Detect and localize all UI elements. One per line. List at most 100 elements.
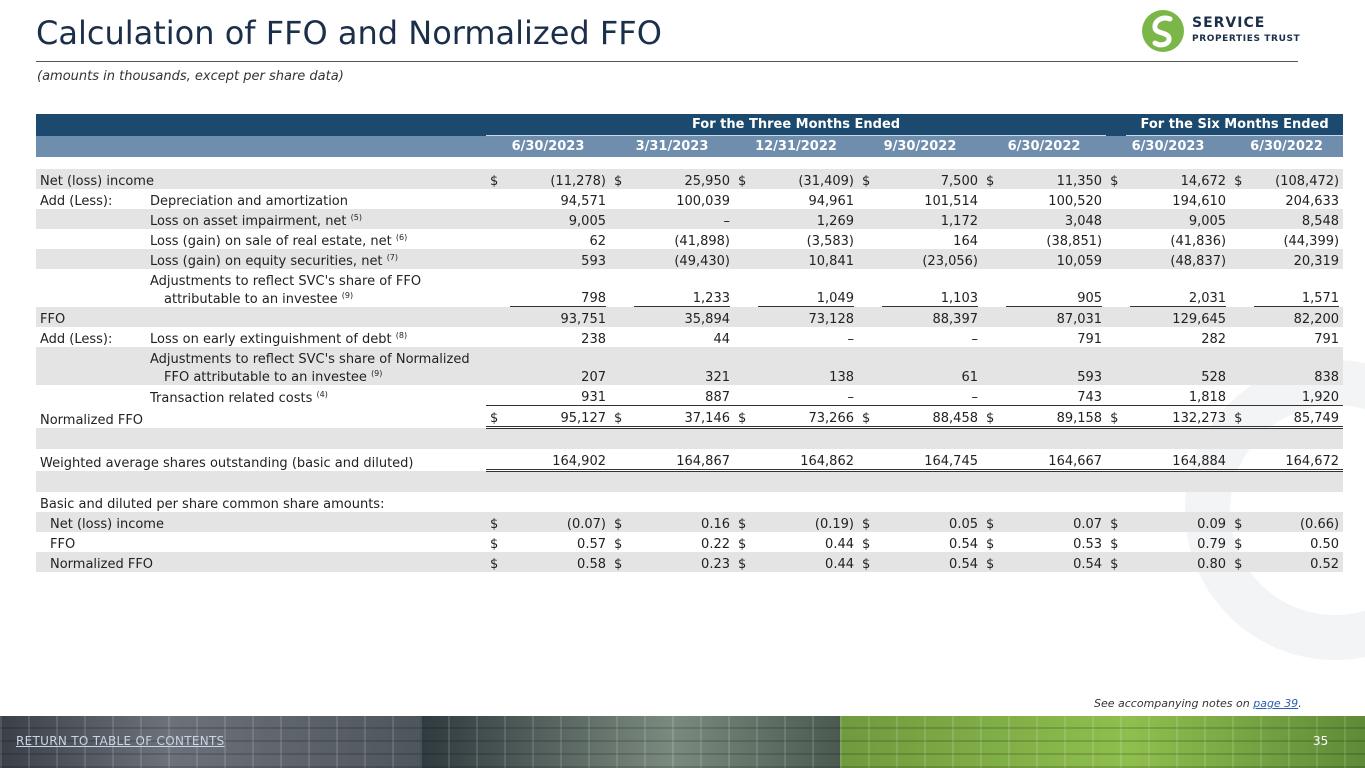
cell-value: 1,920 [1250, 385, 1344, 406]
column-header: 9/30/2022 [858, 135, 982, 157]
cell-value: 82,200 [1250, 307, 1344, 327]
cell-value: 3,048 [1002, 209, 1107, 229]
cell-value: 204,633 [1285, 194, 1340, 209]
title-divider [36, 61, 1298, 62]
cell-value: 1,103 [882, 291, 978, 307]
cell-value: 9,005 [506, 209, 610, 229]
table-row: Add (Less): Depreciation and amortizatio… [36, 189, 1343, 209]
cell-value: 798 [510, 291, 606, 307]
cell-value: 791 [1314, 332, 1340, 347]
cell-value: 44 [713, 332, 730, 347]
cell-value: – [847, 332, 855, 347]
cell-value: 94,961 [808, 194, 855, 209]
cell-value: 164,884 [1126, 449, 1231, 472]
table-row: Loss on asset impairment, net (5) 9,005 … [36, 209, 1344, 229]
cell-value: (108,472) [1250, 169, 1344, 189]
cell-value: 2,031 [1130, 291, 1227, 307]
row-label: Loss on asset impairment, net (5) [146, 209, 486, 229]
cell-value: 207 [506, 347, 610, 385]
cell-value: 0.80 [1126, 552, 1231, 572]
cell-value: 129,645 [1126, 307, 1231, 327]
cell-value: 0.54 [878, 552, 982, 572]
cell-value: 164,867 [630, 449, 734, 472]
table-row: Loss (gain) on sale of real estate, net … [36, 229, 1343, 249]
cell-value: 164,667 [1002, 449, 1107, 472]
section-label: Basic and diluted per share common share… [40, 497, 385, 512]
cell-value: 838 [1250, 347, 1344, 385]
cell-value: 20,319 [1250, 249, 1344, 269]
table-row: FFO 93,751 35,894 73,128 88,397 87,031 1… [36, 307, 1344, 327]
table-row: Net (loss) income $ (0.07) $0.16 $ (0.19) … [36, 512, 1344, 532]
cell-value: 194,610 [1172, 194, 1227, 209]
cell-value: 100,039 [676, 194, 730, 209]
cell-value: 88,397 [878, 307, 982, 327]
cell-value: (31,409) [754, 169, 858, 189]
cell-value: 593 [506, 249, 610, 269]
table-header-dates: 6/30/2023 3/31/2023 12/31/2022 9/30/2022… [36, 135, 1344, 157]
return-to-toc-link[interactable]: RETURN TO TABLE OF CONTENTS [16, 734, 225, 748]
cell-value: 528 [1126, 347, 1231, 385]
cell-value: 85,749 [1250, 405, 1344, 429]
cell-value: 0.22 [701, 537, 730, 552]
table-row: Normalized FFO $0.58 $0.23 $0.44 $0.54 $… [36, 552, 1344, 572]
footnote-ref: (8) [395, 331, 408, 340]
cell-value: 132,273 [1126, 405, 1231, 429]
row-label: FFO [36, 307, 486, 327]
footnote-ref: (4) [316, 389, 328, 399]
cell-value: – [878, 385, 982, 406]
cell-value: 100,520 [1048, 194, 1103, 209]
cell-value: 238 [581, 332, 606, 347]
table-row: FFO $0.57 $0.22 $0.44 $0.54 $0.53 $0.79 … [36, 532, 1343, 552]
cell-value: 905 [1006, 291, 1103, 307]
cell-value: 1,233 [634, 291, 730, 307]
cell-value: 1,049 [758, 291, 854, 307]
cell-value: 101,514 [924, 194, 978, 209]
cell-value: 138 [754, 347, 858, 385]
table-row: Transaction related costs (4) 931 887 – … [36, 385, 1344, 406]
cell-value: 0.53 [1073, 537, 1103, 552]
cell-value: 1,269 [754, 209, 858, 229]
cell-value: 11,350 [1002, 169, 1107, 189]
cell-value: – [630, 209, 734, 229]
cell-value: 164,745 [878, 449, 982, 472]
row-label: Loss on early extinguishment of debt (8) [150, 331, 408, 347]
cell-value: 1,571 [1254, 291, 1340, 307]
footnote-ref: (9) [371, 369, 383, 378]
row-label: Net (loss) income [36, 169, 486, 189]
cell-value: 1,818 [1126, 385, 1231, 406]
row-label: Normalized FFO [36, 552, 486, 572]
column-header: 6/30/2023 [1106, 135, 1231, 157]
footnote-ref: (6) [395, 233, 408, 242]
row-label: Net (loss) income [36, 512, 486, 532]
cell-value: 0.09 [1126, 512, 1231, 532]
cell-value: (41,898) [674, 234, 730, 249]
table-row: Loss (gain) on equity securities, net (7… [36, 249, 1344, 269]
table-header-groups: For the Three Months Ended For the Six M… [36, 114, 1344, 136]
cell-value: 164 [953, 234, 978, 249]
cell-value: 35,894 [630, 307, 734, 327]
cell-value: 73,128 [754, 307, 858, 327]
cell-value: 164,902 [506, 449, 610, 472]
footnote-ref: (5) [350, 213, 363, 222]
cell-value: 61 [878, 347, 982, 385]
cell-value: 87,031 [1002, 307, 1107, 327]
cell-value: 931 [506, 385, 610, 406]
column-header: 6/30/2023 [486, 135, 610, 157]
notes-page-link[interactable]: page 39 [1253, 697, 1299, 710]
table-row: Weighted average shares outstanding (bas… [36, 449, 1344, 472]
cell-value: 593 [1002, 347, 1107, 385]
cell-value: 0.57 [577, 537, 606, 552]
table-row: Adjustments to reflect SVC's share of FF… [36, 269, 1343, 307]
cell-value: 8,548 [1250, 209, 1344, 229]
cell-value: 0.44 [825, 537, 854, 552]
cell-value: 0.54 [1002, 552, 1107, 572]
ffo-table: For the Three Months Ended For the Six M… [36, 114, 1344, 572]
row-label: Adjustments to reflect SVC's share of FF… [150, 274, 422, 307]
row-prefix: Add (Less): [40, 194, 113, 209]
company-logo: SERVICE PROPERTIES TRUST [1142, 10, 1302, 54]
cell-value: (41,836) [1170, 234, 1227, 249]
page-title: Calculation of FFO and Normalized FFO [36, 14, 662, 52]
column-header: 12/31/2022 [734, 135, 858, 157]
cell-value: 164,862 [754, 449, 858, 472]
page-number: 35 [1313, 734, 1329, 748]
